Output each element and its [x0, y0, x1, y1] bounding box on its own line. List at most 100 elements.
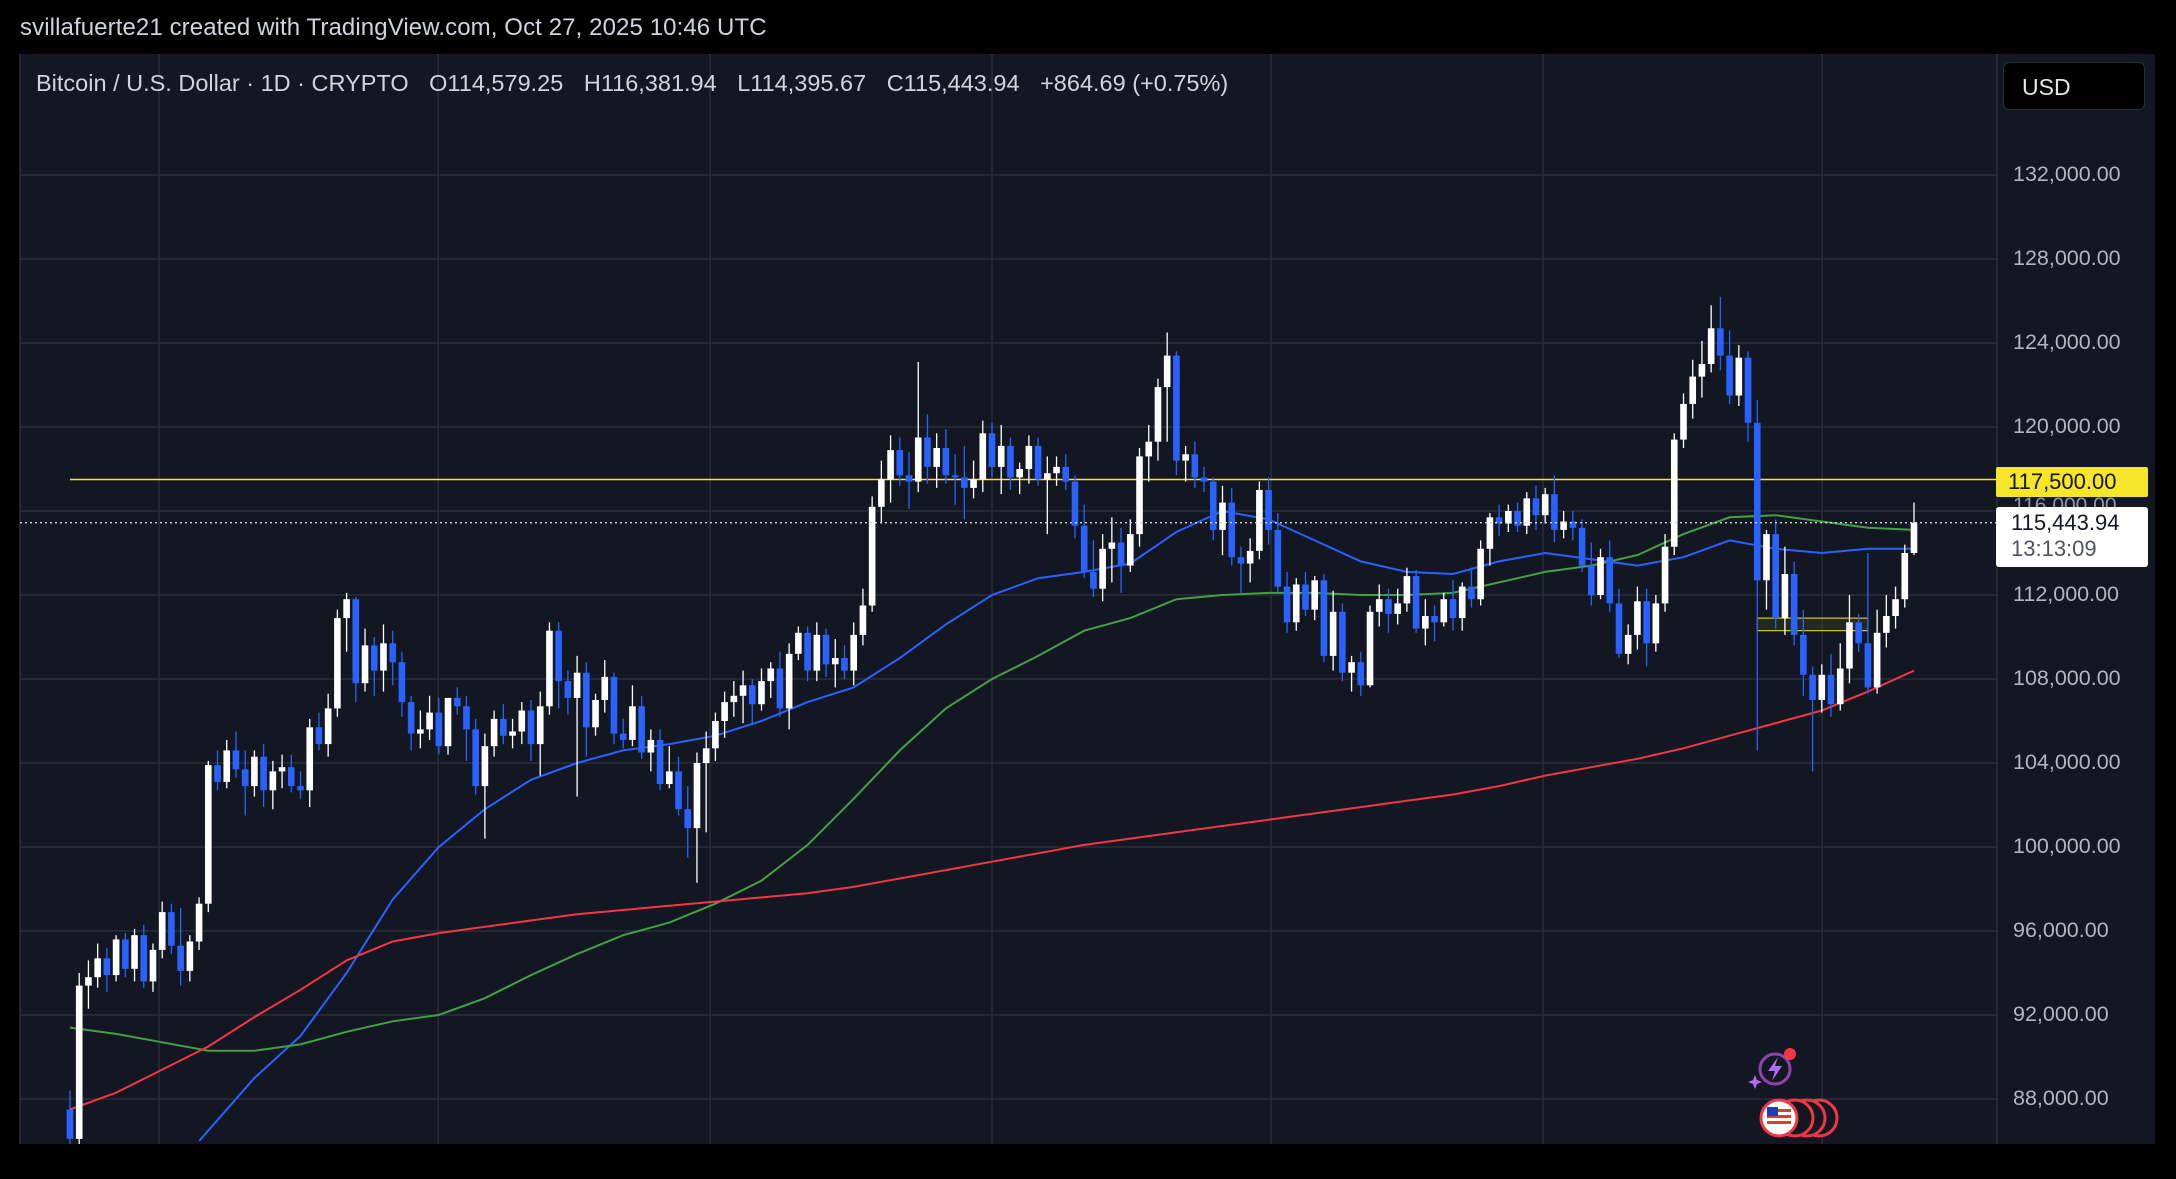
candle-body [1283, 586, 1291, 623]
candle-body [1265, 490, 1272, 530]
candle-body [555, 630, 562, 682]
candle-body [758, 681, 765, 705]
candle-body [933, 448, 940, 467]
candle-body [1163, 355, 1171, 388]
candle-body [702, 748, 710, 763]
candle-body [1209, 481, 1217, 530]
currency-button[interactable]: USD [2003, 62, 2145, 110]
candle-body [1385, 599, 1392, 614]
candle-body [1541, 494, 1549, 516]
candle-body [1717, 328, 1724, 356]
candle-body [1108, 542, 1116, 549]
candle-body [1339, 611, 1346, 673]
us-flag-events-icon[interactable] [1755, 1097, 1840, 1139]
candle-body [684, 809, 692, 829]
candle-body [1071, 481, 1079, 526]
candle-body [1219, 502, 1226, 530]
candle-body [186, 941, 194, 971]
candle-body [195, 903, 203, 942]
price-tick-label: 128,000.00 [2013, 246, 2121, 270]
candle-body [1228, 502, 1236, 558]
candle-body [463, 706, 470, 730]
candle-body [85, 977, 92, 986]
change-value: +864.69 (+0.75%) [1040, 70, 1229, 96]
candle-body [638, 706, 645, 753]
candle-body [260, 756, 267, 791]
price-tick-label: 100,000.00 [2013, 834, 2121, 858]
candle-body [481, 746, 489, 787]
candle-body [1578, 527, 1586, 566]
candle-body [795, 632, 802, 654]
candle-body [1477, 548, 1484, 600]
candle-body [407, 702, 415, 734]
candle-body [306, 727, 314, 791]
candle-body [1855, 622, 1862, 644]
candle-body [527, 710, 535, 745]
candle-body [583, 672, 590, 728]
candle-body [896, 450, 904, 476]
price-tick-label: 108,000.00 [2013, 666, 2121, 690]
candle-body [269, 771, 277, 791]
candle-body [1403, 576, 1411, 604]
candle-body [1661, 546, 1669, 604]
candle-body [1292, 584, 1300, 623]
candle-body [1864, 643, 1872, 688]
price-tick-label: 96,000.00 [2013, 918, 2109, 942]
candle-body [1044, 473, 1051, 480]
price-tick-label: 120,000.00 [2013, 414, 2121, 438]
candle-body [122, 939, 129, 969]
candle-body [1892, 599, 1899, 616]
candle-body [1099, 548, 1106, 589]
candle-body [813, 634, 821, 671]
candle-body [1781, 574, 1789, 619]
candle-body [721, 702, 728, 721]
candle-body [859, 605, 867, 635]
candle-body [103, 958, 111, 976]
last-price-value: 115,443.94 [2011, 510, 2120, 535]
candle-body [712, 721, 719, 749]
candle-body [1394, 603, 1401, 614]
candle-body [1735, 357, 1743, 396]
candle-body [1753, 422, 1761, 581]
candle-body [1431, 616, 1438, 623]
candle-body [343, 599, 350, 619]
candle-body [1117, 542, 1125, 566]
candle-body [66, 1109, 74, 1139]
lightning-star-icon[interactable] [1745, 1045, 1803, 1091]
candle-body [573, 672, 581, 698]
candle-body [1458, 586, 1466, 619]
candle-body [1274, 529, 1282, 587]
candle-body [444, 697, 452, 747]
candle-body [75, 985, 83, 1139]
symbol-title: Bitcoin / U.S. Dollar · 1D · CRYPTO [36, 70, 409, 96]
candle-body [472, 729, 479, 787]
candle-body [94, 958, 101, 978]
candle-body [1836, 668, 1844, 705]
candle-body [500, 718, 507, 736]
candle-body [389, 643, 396, 663]
candle-body [158, 912, 166, 950]
candle-body [1846, 622, 1853, 669]
high-value: H116,381.94 [583, 70, 717, 96]
candle-body [1532, 498, 1540, 516]
candle-body [1495, 517, 1503, 524]
candle-body [1357, 662, 1365, 686]
chart-frame [20, 54, 2155, 1144]
candle-body [942, 448, 950, 476]
price-tick-label: 112,000.00 [2013, 582, 2120, 606]
candle-body [536, 706, 544, 745]
candle-body [1910, 522, 1918, 553]
candle-body [417, 729, 424, 734]
candle-body [131, 935, 138, 969]
price-tick-label: 88,000.00 [2013, 1086, 2109, 1110]
candle-body [924, 437, 931, 467]
candle-body [1375, 599, 1383, 612]
candle-body [1025, 445, 1033, 469]
candle-body [831, 658, 839, 665]
candle-body [1606, 557, 1614, 604]
candle-body [168, 912, 175, 946]
candle-body [905, 475, 913, 482]
candle-body [1670, 439, 1678, 547]
chart-credit: svillafuerte21 created with TradingView.… [20, 14, 767, 41]
